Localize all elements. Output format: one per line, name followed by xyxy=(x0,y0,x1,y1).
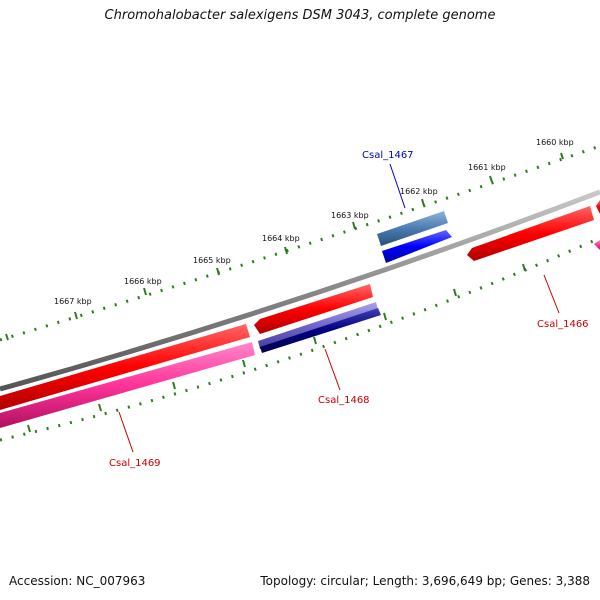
ruler-label-1661: 1661 kbp xyxy=(468,163,506,172)
ruler-tick-end xyxy=(5,333,9,341)
inner-tick-3 xyxy=(172,381,176,390)
inner-tick-1 xyxy=(27,424,31,433)
gene-csal-1468-arrow[interactable] xyxy=(254,284,373,334)
gene-label-csal-1467[interactable]: Csal_1467 xyxy=(362,150,414,161)
inner-tick-7 xyxy=(453,288,457,297)
gene-csal-1469-lower-arrow[interactable] xyxy=(0,342,255,428)
ruler-label-1666: 1666 kbp xyxy=(124,277,162,286)
map-title: Chromohalobacter salexigens DSM 3043, co… xyxy=(104,8,496,23)
ruler-label-1664: 1664 kbp xyxy=(262,234,300,243)
inner-tick-2 xyxy=(98,403,102,412)
gene-csal-1468-lower-arrow-a[interactable] xyxy=(258,302,378,349)
accession-text: Accession: NC_007963 xyxy=(9,574,146,588)
forward-strand-genes xyxy=(0,200,600,410)
inner-tick-8 xyxy=(522,263,526,272)
gene-csal-1466-arrow[interactable] xyxy=(467,206,594,261)
ruler-tick-1665 xyxy=(216,267,220,276)
ruler-label-1663: 1663 kbp xyxy=(331,211,369,220)
gene-csal-1466-tail-arrow[interactable] xyxy=(596,200,600,214)
gene-label-csal-1468[interactable]: Csal_1468 xyxy=(318,395,370,406)
ruler-tick-1666 xyxy=(143,287,147,296)
genome-backbone xyxy=(0,189,600,392)
ruler-label-1665: 1665 kbp xyxy=(193,256,231,265)
inner-tick-6 xyxy=(383,312,387,321)
ruler-tick-1660 xyxy=(560,152,564,160)
leader-csal-1466 xyxy=(543,274,560,314)
gene-csal-1469-arrow[interactable] xyxy=(0,324,250,410)
ruler-label-1667: 1667 kbp xyxy=(54,297,92,306)
gene-label-csal-1466[interactable]: Csal_1466 xyxy=(537,319,589,330)
ruler-label-1662: 1662 kbp xyxy=(400,187,438,196)
ruler-tick-1667 xyxy=(74,311,78,320)
ruler-tick-1662 xyxy=(421,198,425,207)
reverse-strand-genes xyxy=(0,206,600,428)
leader-csal-1468 xyxy=(324,348,341,391)
ruler-tick-1664 xyxy=(284,246,288,255)
inner-ruler xyxy=(0,236,600,442)
genome-summary-text: Topology: circular; Length: 3,696,649 bp… xyxy=(260,574,590,588)
gene-csal-1468-lower-arrow-b[interactable] xyxy=(260,308,381,353)
inner-tick-4 xyxy=(242,359,246,368)
ruler-tick-1661 xyxy=(489,175,493,183)
inner-tick-5 xyxy=(313,336,317,345)
leader-csal-1467 xyxy=(389,163,406,209)
ruler-label-1660: 1660 kbp xyxy=(536,138,574,147)
gene-csal-1467-arrow-lower[interactable] xyxy=(382,230,452,263)
leader-csal-1469 xyxy=(118,411,134,453)
ruler-ticks xyxy=(5,152,564,341)
ruler-tick-1663 xyxy=(352,221,356,230)
gene-csal-1466-edge-arrow[interactable] xyxy=(594,240,600,250)
gene-label-csal-1469[interactable]: Csal_1469 xyxy=(109,458,161,469)
gene-csal-1467-arrow-upper[interactable] xyxy=(377,211,448,246)
outer-ruler: 1660 kbp 1661 kbp 1662 kbp 1663 kbp 1664… xyxy=(0,138,600,342)
